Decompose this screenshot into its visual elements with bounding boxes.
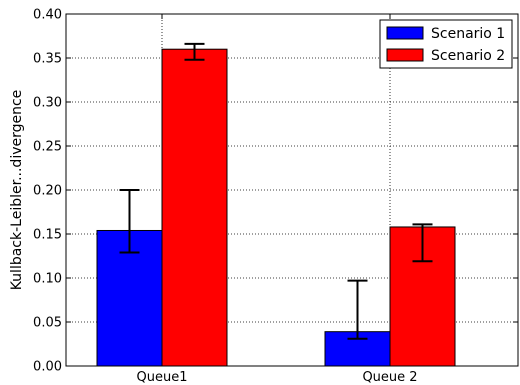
legend-label-scenario-2: Scenario 2 — [431, 48, 505, 64]
y-tick-label: 0.20 — [33, 184, 62, 199]
bar-scenario-2-queue1 — [162, 49, 227, 366]
y-tick-label: 0.35 — [33, 52, 62, 67]
y-tick-label: 0.05 — [33, 316, 62, 331]
y-tick-label: 0.40 — [33, 8, 62, 23]
y-tick-labels: 0.00 0.05 0.10 0.15 0.20 0.25 0.30 0.35 0.40 — [33, 8, 62, 375]
y-axis-title: Kullback-Leibler...divergence — [9, 90, 25, 291]
y-tick-label: 0.30 — [33, 96, 62, 111]
y-tick-label: 0.15 — [33, 228, 62, 243]
legend: Scenario 1 Scenario 2 — [380, 20, 512, 68]
y-tick-label: 0.25 — [33, 140, 62, 155]
legend-swatch-scenario-2 — [387, 49, 423, 61]
y-tick-label: 0.00 — [33, 360, 62, 375]
y-tick-label: 0.10 — [33, 272, 62, 287]
x-tick-label: Queue1 — [137, 370, 188, 385]
x-tick-label: Queue 2 — [362, 370, 417, 385]
legend-label-scenario-1: Scenario 1 — [431, 26, 505, 42]
x-tick-labels: Queue1 Queue 2 — [137, 370, 418, 385]
bars — [97, 49, 455, 366]
legend-swatch-scenario-1 — [387, 27, 423, 39]
